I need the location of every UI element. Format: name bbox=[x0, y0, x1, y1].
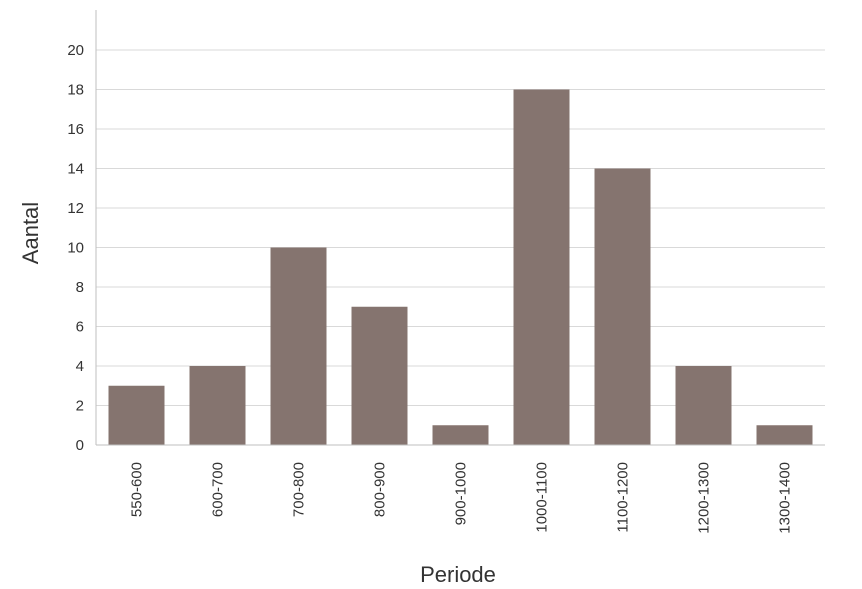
bars bbox=[108, 89, 813, 445]
x-tick-label: 900-1000 bbox=[453, 462, 470, 525]
bar bbox=[756, 425, 813, 445]
y-tick-label: 14 bbox=[67, 161, 84, 178]
y-tick-label: 0 bbox=[76, 437, 84, 454]
y-tick-label: 16 bbox=[67, 121, 84, 138]
bar bbox=[108, 385, 165, 445]
y-tick-label: 18 bbox=[67, 82, 84, 99]
y-axis-title: Aantal bbox=[18, 202, 43, 264]
y-tick-labels: 0 2 4 6 8 10 12 14 16 18 20 bbox=[67, 42, 84, 454]
x-tick-label: 1200-1300 bbox=[696, 462, 713, 534]
y-tick-label: 20 bbox=[67, 42, 84, 59]
y-tick-label: 10 bbox=[67, 240, 84, 257]
x-tick-label: 1000-1100 bbox=[534, 462, 551, 533]
x-tick-label: 800-900 bbox=[372, 462, 389, 517]
x-tick-label: 600-700 bbox=[210, 462, 227, 517]
y-tick-label: 12 bbox=[67, 200, 84, 217]
gridlines bbox=[96, 49, 825, 406]
bar bbox=[675, 366, 732, 445]
x-axis-title: Periode bbox=[420, 562, 496, 587]
y-tick-label: 6 bbox=[76, 319, 84, 336]
bar bbox=[594, 168, 651, 445]
bar bbox=[351, 306, 408, 445]
bar bbox=[189, 366, 246, 445]
bar bbox=[270, 247, 327, 445]
x-tick-label: 700-800 bbox=[291, 462, 308, 517]
x-tick-label: 1300-1400 bbox=[777, 462, 794, 534]
x-tick-label: 550-600 bbox=[129, 462, 146, 517]
axes bbox=[95, 10, 825, 446]
x-tick-label: 1100-1200 bbox=[615, 462, 632, 533]
bar bbox=[513, 89, 570, 445]
y-tick-label: 2 bbox=[76, 398, 84, 415]
y-tick-label: 8 bbox=[76, 279, 84, 296]
y-tick-label: 4 bbox=[76, 358, 84, 375]
bar bbox=[432, 425, 489, 445]
x-tick-labels: 550-600 600-700 700-800 800-900 900-1000 1000… bbox=[129, 462, 794, 534]
